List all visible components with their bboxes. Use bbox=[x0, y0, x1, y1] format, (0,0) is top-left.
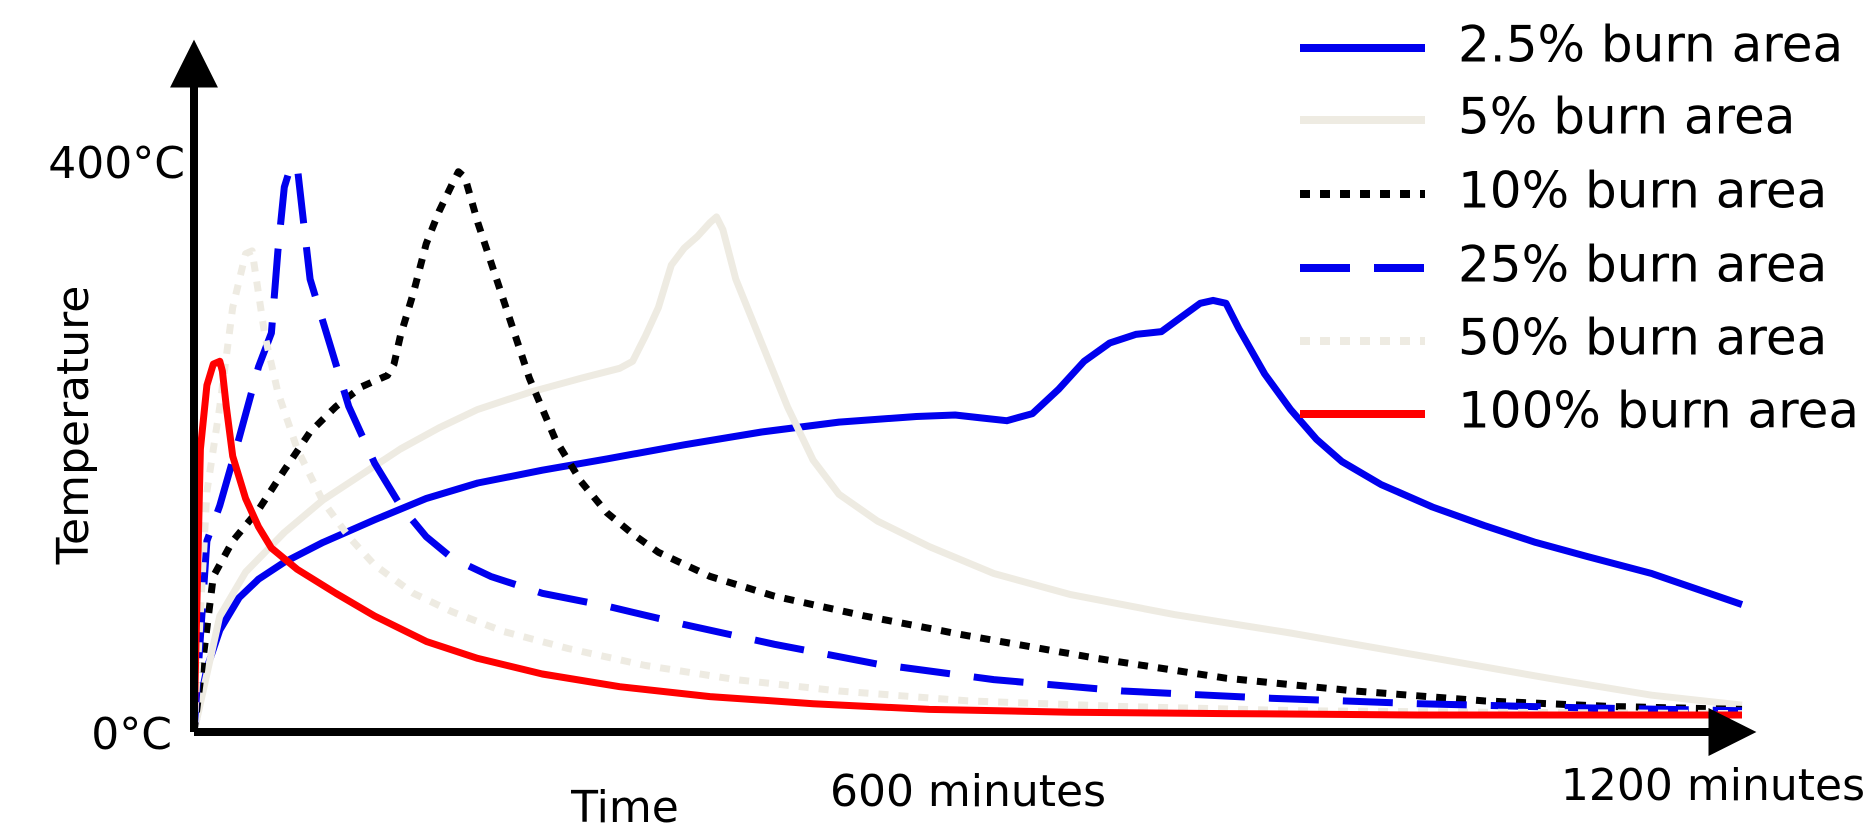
series-line-0 bbox=[190, 296, 1744, 733]
series-line-5 bbox=[190, 357, 1742, 733]
legend-item: 100% burn area bbox=[1300, 382, 1859, 440]
series-line-2 bbox=[190, 168, 1743, 733]
legend-label: 100% burn area bbox=[1458, 382, 1859, 440]
y-tick-label-0: 0°C bbox=[91, 709, 172, 760]
series-line-4 bbox=[190, 247, 1743, 733]
x-tick-label-600: 600 minutes bbox=[830, 766, 1106, 817]
x-axis-title: Time bbox=[570, 782, 679, 825]
legend-item: 5% burn area bbox=[1300, 88, 1795, 146]
series-line-1 bbox=[190, 213, 1743, 733]
y-axis-title: Temperature bbox=[48, 286, 99, 566]
legend-item: 10% burn area bbox=[1300, 162, 1827, 220]
legend-label: 2.5% burn area bbox=[1458, 16, 1843, 74]
y-tick-label-400: 400°C bbox=[48, 138, 185, 189]
legend-item: 25% burn area bbox=[1300, 236, 1827, 294]
legend: 2.5% burn area 5% burn area 10% burn are… bbox=[1300, 16, 1859, 440]
series-line-3 bbox=[190, 162, 1743, 733]
x-tick-label-1200: 1200 minutes bbox=[1561, 760, 1865, 811]
series-layer bbox=[190, 162, 1744, 733]
legend-label: 50% burn area bbox=[1458, 309, 1827, 367]
legend-label: 10% burn area bbox=[1458, 162, 1827, 220]
legend-item: 2.5% burn area bbox=[1300, 16, 1843, 74]
legend-label: 5% burn area bbox=[1458, 88, 1795, 146]
legend-label: 25% burn area bbox=[1458, 236, 1827, 294]
legend-item: 50% burn area bbox=[1300, 309, 1827, 367]
